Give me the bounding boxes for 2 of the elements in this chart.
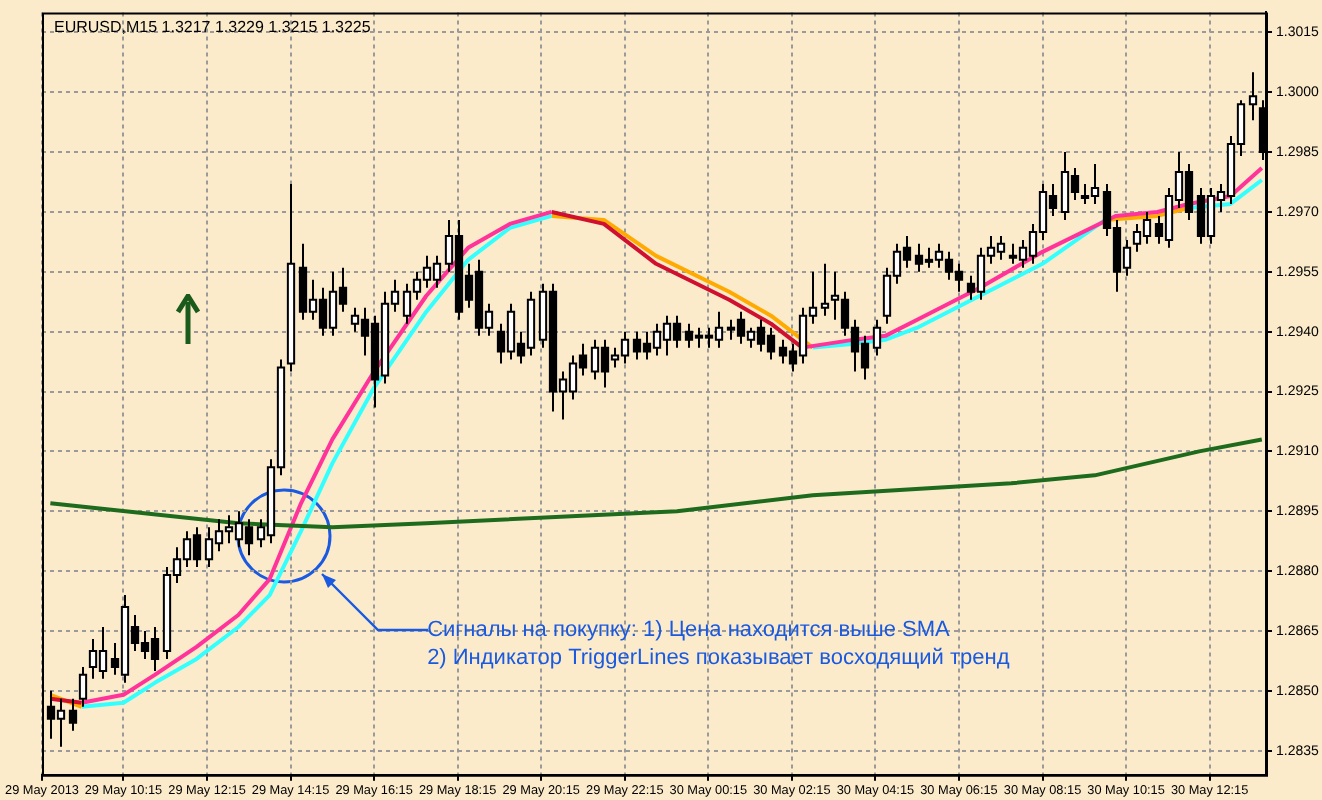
annotation: EURUSD,M15 1.3217 1.3229 1.3215 1.3225 — [54, 18, 371, 37]
annotation: Сигналы на покупку: 1) Цена находится выше SMA 2) Индикатор TriggerLines показывает восходящий тренд — [427, 616, 1010, 673]
